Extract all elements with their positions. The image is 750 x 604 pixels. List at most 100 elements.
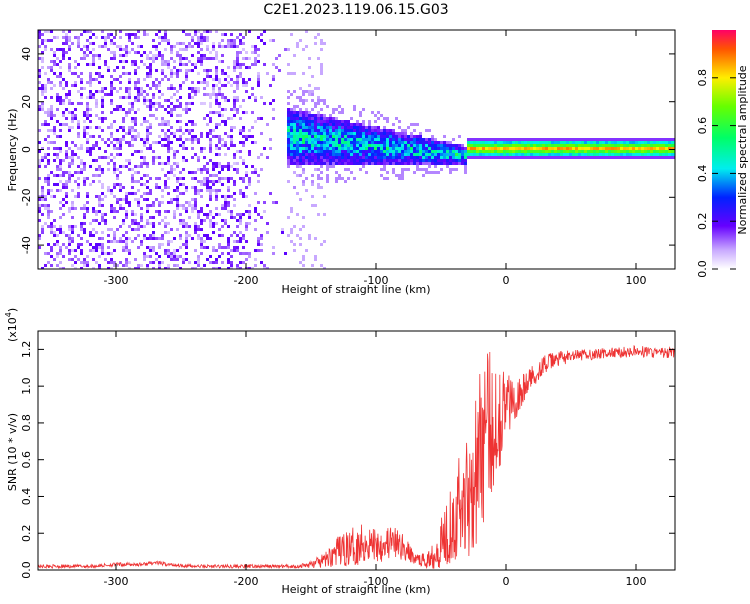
heatmap-cell — [311, 90, 314, 93]
heatmap-cell — [233, 42, 236, 45]
heatmap-cell — [188, 87, 191, 90]
heatmap-cell — [380, 141, 383, 144]
heatmap-cell — [149, 69, 152, 72]
heatmap-cell — [137, 234, 140, 237]
heatmap-cell — [242, 144, 245, 147]
heatmap-cell — [236, 51, 239, 54]
heatmap-cell — [80, 261, 83, 264]
heatmap-cell — [188, 132, 191, 135]
heatmap-cell — [167, 147, 170, 150]
heatmap-cell — [83, 126, 86, 129]
heatmap-cell — [131, 174, 134, 177]
heatmap-cell — [632, 141, 635, 144]
heatmap-cell — [542, 144, 545, 147]
heatmap-cell — [122, 96, 125, 99]
heatmap-cell — [134, 63, 137, 66]
heatmap-cell — [224, 195, 227, 198]
heatmap-cell — [233, 168, 236, 171]
heatmap-cell — [293, 72, 296, 75]
heatmap-cell — [584, 144, 587, 147]
heatmap-cell — [305, 144, 308, 147]
heatmap-cell — [347, 135, 350, 138]
heatmap-cell — [656, 141, 659, 144]
heatmap-cell — [359, 168, 362, 171]
heatmap-cell — [326, 156, 329, 159]
heatmap-cell — [383, 132, 386, 135]
bottom-ytick-label: 0.6 — [20, 451, 33, 469]
heatmap-cell — [62, 111, 65, 114]
heatmap-cell — [110, 57, 113, 60]
heatmap-cell — [38, 210, 41, 213]
heatmap-cell — [323, 114, 326, 117]
heatmap-cell — [314, 87, 317, 90]
heatmap-cell — [140, 165, 143, 168]
heatmap-cell — [119, 126, 122, 129]
heatmap-cell — [197, 90, 200, 93]
heatmap-cell — [497, 147, 500, 150]
heatmap-cell — [419, 147, 422, 150]
heatmap-cell — [650, 147, 653, 150]
heatmap-cell — [230, 84, 233, 87]
heatmap-cell — [392, 153, 395, 156]
heatmap-cell — [611, 138, 614, 141]
heatmap-cell — [110, 192, 113, 195]
heatmap-cell — [473, 138, 476, 141]
heatmap-cell — [62, 42, 65, 45]
heatmap-cell — [551, 141, 554, 144]
heatmap-cell — [41, 60, 44, 63]
heatmap-cell — [158, 204, 161, 207]
heatmap-cell — [131, 180, 134, 183]
heatmap-cell — [317, 138, 320, 141]
heatmap-cell — [248, 153, 251, 156]
heatmap-cell — [320, 264, 323, 267]
heatmap-cell — [83, 228, 86, 231]
heatmap-cell — [533, 144, 536, 147]
heatmap-cell — [401, 132, 404, 135]
heatmap-cell — [407, 141, 410, 144]
heatmap-cell — [179, 42, 182, 45]
heatmap-cell — [167, 243, 170, 246]
heatmap-cell — [50, 60, 53, 63]
heatmap-cell — [653, 147, 656, 150]
heatmap-cell — [245, 57, 248, 60]
heatmap-cell — [320, 159, 323, 162]
heatmap-cell — [158, 255, 161, 258]
heatmap-cell — [47, 180, 50, 183]
heatmap-cell — [260, 243, 263, 246]
heatmap-cell — [101, 102, 104, 105]
heatmap-cell — [41, 192, 44, 195]
heatmap-cell — [86, 111, 89, 114]
heatmap-cell — [80, 225, 83, 228]
heatmap-cell — [146, 237, 149, 240]
heatmap-cell — [530, 144, 533, 147]
heatmap-cell — [227, 261, 230, 264]
heatmap-cell — [194, 138, 197, 141]
heatmap-cell — [314, 120, 317, 123]
heatmap-cell — [617, 147, 620, 150]
heatmap-cell — [344, 162, 347, 165]
heatmap-cell — [518, 147, 521, 150]
heatmap-cell — [59, 99, 62, 102]
heatmap-cell — [164, 210, 167, 213]
heatmap-cell — [431, 147, 434, 150]
heatmap-cell — [389, 147, 392, 150]
top-ytick-label: 20 — [20, 95, 33, 109]
heatmap-cell — [83, 132, 86, 135]
heatmap-cell — [116, 228, 119, 231]
heatmap-cell — [224, 201, 227, 204]
heatmap-cell — [140, 138, 143, 141]
heatmap-cell — [320, 162, 323, 165]
heatmap-cell — [245, 51, 248, 54]
heatmap-cell — [260, 216, 263, 219]
heatmap-cell — [467, 144, 470, 147]
heatmap-cell — [140, 177, 143, 180]
heatmap-cell — [170, 240, 173, 243]
heatmap-cell — [320, 132, 323, 135]
heatmap-cell — [218, 147, 221, 150]
heatmap-cell — [215, 135, 218, 138]
heatmap-cell — [413, 162, 416, 165]
heatmap-cell — [146, 93, 149, 96]
heatmap-cell — [287, 159, 290, 162]
heatmap-cell — [362, 144, 365, 147]
heatmap-cell — [134, 87, 137, 90]
